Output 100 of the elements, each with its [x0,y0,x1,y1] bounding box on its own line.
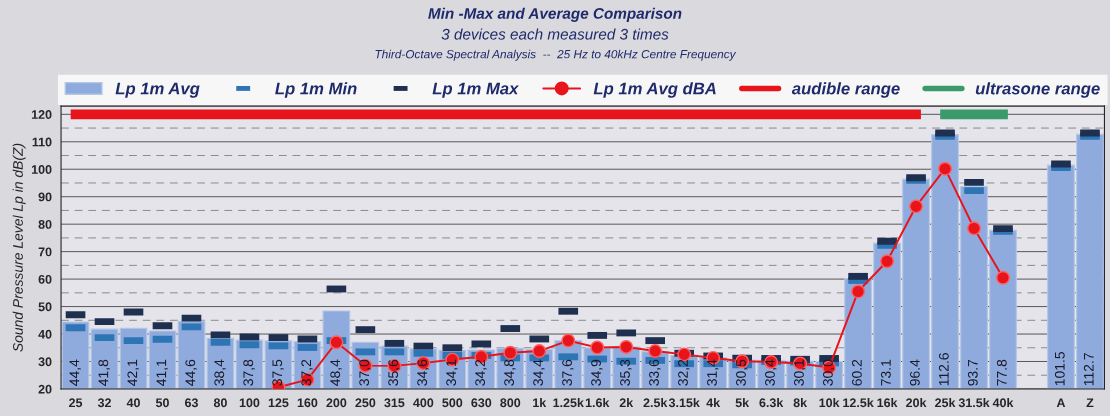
x-tick-label: 1.25k [553,397,584,408]
x-tick-label: A [1056,398,1066,408]
y-tick-label: 60 [38,274,52,284]
x-tick-label: 20k [906,397,927,408]
data-label: 44,4 [69,359,81,386]
legend-label: ultrasone range [975,82,1100,98]
point [938,161,952,176]
x-tick-label: 125 [268,398,289,408]
chart-subtitle: 3 devices each measured 3 times [441,28,669,40]
x-tick-label: 400 [413,398,434,408]
point [619,339,634,354]
x-tick-label: 6.3k [759,397,784,408]
y-tick-label: 40 [38,329,52,339]
data-label: 60.2 [851,359,862,386]
x-tick-label: 40k [992,397,1014,408]
x-tick-label: 160 [297,398,318,408]
x-tick-label: 250 [355,398,376,408]
data-label: 30,5 [736,359,748,386]
legend-label: Lp 1m Max [432,82,519,98]
data-label: 34,9 [591,359,603,386]
x-tick-label: 40 [126,398,140,408]
data-label: 30,1 [794,359,806,386]
data-label: 30,0 [823,359,835,386]
point [648,344,663,359]
y-tick-label: 70 [38,247,52,257]
x-tick-label: 50 [155,398,169,408]
point [996,270,1010,285]
data-label: 112.6 [938,353,949,386]
point [329,335,344,350]
data-label: 35,3 [620,359,632,386]
chart-title: Min -Max and Average Comparison [428,7,682,22]
y-tick-label: 90 [38,192,52,202]
data-label: 34,2 [475,359,487,386]
data-label: 101.5 [1054,352,1065,386]
text: Third-Octave Spectral Analysis -- 25 Hz to 40kHz Centre Frequency [375,49,737,61]
point [967,221,981,236]
x-tick-label: 630 [471,398,492,408]
x-tick-label: 31.5k [958,397,990,408]
data-label: 34,8 [504,359,516,386]
data-label: 41,8 [98,359,110,386]
data-label: 42,1 [127,359,139,386]
data-label: 34,4 [533,359,545,386]
x-tick-label: 100 [239,398,260,408]
x-tick-label: Z [1086,398,1094,408]
point [851,284,866,299]
x-tick-label: 3.15k [668,397,700,408]
x-tick-label: 1.6k [585,397,610,408]
x-tick-label: 500 [442,398,463,408]
data-label: 44,6 [185,359,197,386]
legend-label: Lp 1m Avg dBA [593,82,716,98]
x-tick-label: 63 [184,398,198,408]
data-label: 38,4 [214,359,226,386]
data-label: 112.7 [1083,353,1094,386]
data-label: 32,2 [678,359,690,386]
point [590,340,605,355]
data-label: 41,1 [156,359,168,386]
data-label: 77.8 [996,359,1007,386]
data-label: 37,5 [272,359,284,386]
x-tick-label: 2k [619,397,634,408]
data-label: 93.7 [967,359,978,386]
data-label: 37,8 [243,359,255,386]
point [909,199,924,214]
data-label: 31,4 [707,359,719,386]
y-tick-label: 100 [31,165,52,174]
x-tick-label: 25k [935,397,956,408]
y-axis-title: Sound Pressure Level Lp in dB(Z) [12,143,26,352]
data-label: 37,2 [301,359,313,386]
x-tick-label: 80 [213,398,227,408]
point [532,344,547,359]
data-label: 37,6 [562,359,574,386]
y-tick-label: 80 [38,219,52,229]
y-tick-label: 20 [38,384,52,394]
x-tick-label: 10k [819,397,840,408]
data-label: 34,6 [417,359,429,386]
x-tick-label: 1k [533,397,547,408]
point [880,254,895,269]
point [503,345,518,360]
x-tick-label: 25 [69,398,83,408]
x-tick-label: 5k [735,397,750,408]
data-label: 48,4 [330,359,342,386]
y-tick-label: 50 [38,302,52,312]
x-tick-label: 315 [384,398,405,408]
x-tick-label: 8k [793,397,808,408]
data-label: 33,6 [649,359,661,386]
data-label: 35,6 [388,359,400,386]
y-tick-label: 110 [32,137,52,147]
legend-label: audible range [791,82,900,98]
data-label: 34,1 [446,359,458,386]
x-tick-label: 32 [97,398,111,408]
x-tick-label: 200 [326,398,347,408]
x-tick-label: 800 [500,398,521,408]
y-tick-label: 30 [38,357,52,367]
y-tick-label: 120 [31,110,52,119]
point [561,333,576,348]
x-tick-label: 2.5k [643,397,668,408]
data-label: 37,0 [359,359,371,386]
x-tick-label: 4k [706,397,721,408]
x-tick-label: 12.5k [843,397,874,408]
legend-label: Lp 1m Min [275,82,357,98]
legend-label: Lp 1m Avg [115,82,200,98]
